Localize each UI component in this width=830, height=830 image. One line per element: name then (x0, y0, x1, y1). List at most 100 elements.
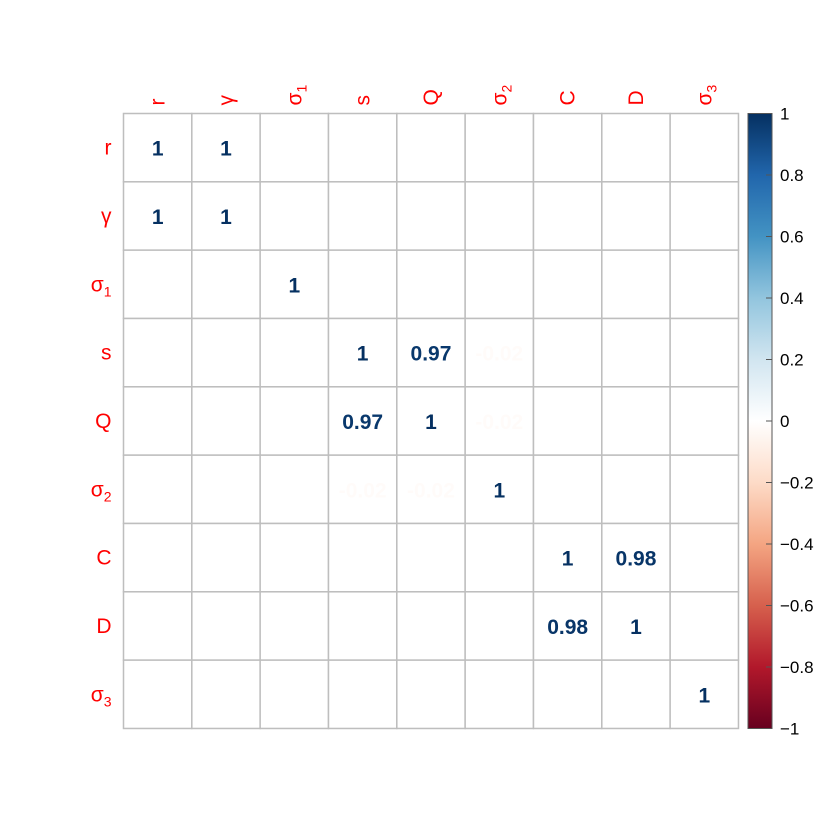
colorbar-tick-label: −1 (780, 720, 799, 739)
grid-cell (601, 454, 671, 525)
column-label: σ2 (488, 85, 514, 106)
grid-cell (532, 249, 603, 320)
column-label: r (147, 99, 170, 106)
grid-cell (122, 317, 193, 388)
grid-cell (464, 522, 535, 593)
grid-cell (259, 454, 330, 525)
grid-cell (601, 112, 671, 183)
grid-cell (327, 317, 398, 388)
colorbar: −1 −0.8 −0.6 −0.4 −0.2 0 0.2 0.4 0.6 0.8 1 (747, 105, 814, 739)
column-label: s (352, 95, 375, 106)
grid-cell (669, 317, 740, 388)
grid-cell (259, 181, 330, 251)
colorbar-tick-label: −0.4 (780, 535, 814, 554)
grid-cell (396, 181, 466, 251)
grid-cell (532, 386, 603, 456)
grid-cell (601, 659, 671, 730)
grid-cell (191, 591, 261, 661)
column-label: D (625, 90, 648, 105)
grid-cell (191, 454, 261, 525)
grid-cell (532, 181, 603, 251)
grid-cell (532, 112, 603, 183)
cell-value: -0.02 (475, 411, 523, 434)
cell-value: 1 (698, 684, 710, 707)
grid-cell (327, 112, 398, 183)
grid-cell (464, 386, 535, 456)
cell-value: 0.97 (411, 343, 452, 366)
grid-cell (327, 454, 398, 525)
cell-value: 1 (220, 206, 232, 229)
column-label: γ (215, 95, 238, 106)
row-label: σ2 (91, 478, 112, 504)
grid-cell (191, 249, 261, 320)
grid-cell (122, 454, 193, 525)
cell-value: 1 (357, 343, 369, 366)
grid-cell (464, 591, 535, 661)
cell-value: -0.02 (339, 479, 387, 502)
colorbar-tick-label: 0.4 (780, 289, 804, 308)
grid-cell (669, 181, 740, 251)
grid-cell (327, 522, 398, 593)
grid-cell (122, 659, 193, 730)
colorbar-tick-label: 0 (780, 412, 789, 431)
grid-cell (464, 454, 535, 525)
cell-values: 1 1 1 1 1 1 0.97 -0.02 0.97 1 -0.02 -0.02 -0.02 1 1 0.9… (152, 138, 711, 708)
column-label: Q (420, 89, 443, 105)
colorbar-tick-label: 0.6 (780, 228, 804, 247)
colorbar-tick-label: 1 (780, 105, 789, 124)
cell-value: 0.98 (547, 616, 588, 639)
cell-value: -0.02 (475, 343, 523, 366)
grid-cell (259, 112, 330, 183)
grid-cell (191, 317, 261, 388)
grid-cell (669, 454, 740, 525)
grid-cell (191, 386, 261, 456)
grid-cell (396, 591, 466, 661)
grid-cell (122, 591, 193, 661)
grid-cell (601, 181, 671, 251)
row-label: σ3 (91, 683, 112, 709)
grid-cell (396, 522, 466, 593)
row-label: σ1 (91, 273, 112, 299)
grid-cell (396, 249, 466, 320)
grid-cell (327, 386, 398, 456)
grid-cell (464, 181, 535, 251)
grid-cell (669, 591, 740, 661)
grid-cell (464, 659, 535, 730)
column-label: σ3 (693, 85, 719, 106)
grid-cell (396, 112, 466, 183)
row-label: C (96, 547, 111, 570)
grid-cell (191, 522, 261, 593)
grid-cell (669, 386, 740, 456)
row-labels: r γ σ1 s Qσ2 C Dσ3 (91, 137, 112, 710)
grid-cell (669, 112, 740, 183)
cell-value: 1 (288, 274, 300, 297)
column-label: C (557, 90, 580, 105)
cell-value: 1 (152, 138, 164, 161)
colorbar-tick-label: 0.8 (780, 166, 804, 185)
grid-cell (464, 112, 535, 183)
grid-cell (532, 454, 603, 525)
grid-cell (327, 181, 398, 251)
row-label: D (96, 615, 111, 638)
grid-cell (191, 112, 261, 183)
grid-cell (122, 522, 193, 593)
grid-cell (601, 317, 671, 388)
grid-cell (669, 522, 740, 593)
colorbar-tick-label: −0.8 (780, 658, 814, 677)
cell-value: 1 (220, 138, 232, 161)
grid-cell (122, 112, 193, 183)
grid-cell (259, 522, 330, 593)
grid-cell (532, 317, 603, 388)
grid-cell (601, 386, 671, 456)
grid-cell (532, 591, 603, 661)
row-label: Q (95, 410, 111, 433)
grid-cell (327, 659, 398, 730)
grid-cell (259, 659, 330, 730)
cell-value: 1 (562, 548, 574, 571)
grid-cell (464, 249, 535, 320)
row-label: γ (101, 205, 112, 228)
grid-cell (259, 249, 330, 320)
cell-value: 1 (493, 479, 505, 502)
